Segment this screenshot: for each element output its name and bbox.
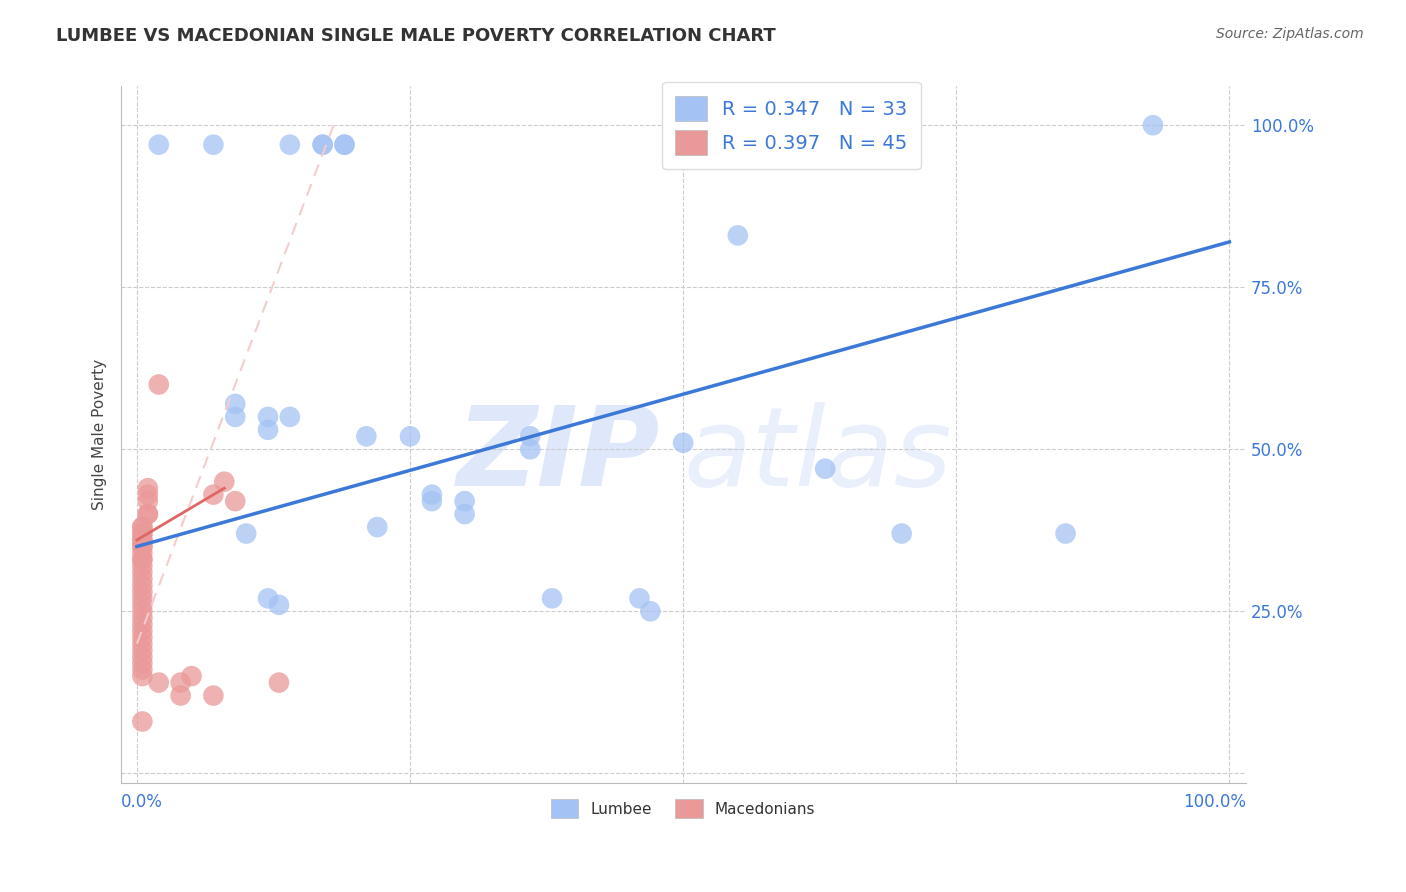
Point: [420, 494, 443, 508]
Point: [169, 689, 191, 703]
Point: [628, 591, 651, 606]
Point: [131, 552, 153, 566]
Y-axis label: Single Male Poverty: Single Male Poverty: [93, 359, 107, 510]
Point: [131, 526, 153, 541]
Point: [267, 675, 290, 690]
Point: [399, 429, 422, 443]
Point: [131, 572, 153, 586]
Point: [148, 137, 170, 152]
Point: [131, 533, 153, 547]
Point: [131, 714, 153, 729]
Point: [727, 228, 749, 243]
Point: [136, 488, 159, 502]
Point: [131, 624, 153, 638]
Legend: Lumbee, Macedonians: Lumbee, Macedonians: [546, 793, 821, 824]
Point: [333, 137, 356, 152]
Point: [333, 137, 356, 152]
Point: [131, 520, 153, 534]
Point: [224, 494, 246, 508]
Point: [131, 637, 153, 651]
Point: [131, 546, 153, 560]
Point: [224, 397, 246, 411]
Point: [311, 137, 333, 152]
Point: [420, 488, 443, 502]
Point: [235, 526, 257, 541]
Point: [366, 520, 388, 534]
Point: [814, 461, 837, 475]
Text: Source: ZipAtlas.com: Source: ZipAtlas.com: [1216, 27, 1364, 41]
Point: [453, 507, 475, 521]
Point: [131, 558, 153, 573]
Point: [131, 598, 153, 612]
Point: [136, 507, 159, 521]
Point: [136, 494, 159, 508]
Point: [136, 481, 159, 495]
Point: [131, 533, 153, 547]
Point: [131, 540, 153, 554]
Point: [131, 566, 153, 580]
Point: [131, 578, 153, 592]
Point: [131, 669, 153, 683]
Point: [180, 669, 202, 683]
Point: [519, 442, 541, 457]
Point: [267, 598, 290, 612]
Point: [202, 137, 225, 152]
Point: [202, 488, 225, 502]
Point: [257, 409, 280, 424]
Point: [1054, 526, 1077, 541]
Point: [311, 137, 333, 152]
Text: 100.0%: 100.0%: [1182, 794, 1246, 812]
Point: [131, 585, 153, 599]
Point: [131, 611, 153, 625]
Point: [278, 409, 301, 424]
Point: [131, 520, 153, 534]
Point: [131, 656, 153, 670]
Point: [131, 630, 153, 644]
Point: [131, 663, 153, 677]
Point: [131, 604, 153, 618]
Point: [672, 435, 695, 450]
Point: [890, 526, 912, 541]
Point: [640, 604, 662, 618]
Point: [519, 429, 541, 443]
Point: [136, 507, 159, 521]
Point: [131, 540, 153, 554]
Text: ZIP: ZIP: [457, 402, 661, 509]
Point: [131, 591, 153, 606]
Point: [356, 429, 378, 443]
Point: [169, 675, 191, 690]
Point: [224, 409, 246, 424]
Point: [131, 552, 153, 566]
Point: [131, 617, 153, 632]
Point: [453, 494, 475, 508]
Point: [131, 526, 153, 541]
Point: [214, 475, 236, 489]
Point: [131, 643, 153, 657]
Point: [1142, 118, 1164, 132]
Point: [131, 649, 153, 664]
Point: [257, 423, 280, 437]
Text: atlas: atlas: [683, 402, 952, 509]
Point: [257, 591, 280, 606]
Point: [148, 377, 170, 392]
Point: [541, 591, 564, 606]
Text: 0.0%: 0.0%: [121, 794, 163, 812]
Text: LUMBEE VS MACEDONIAN SINGLE MALE POVERTY CORRELATION CHART: LUMBEE VS MACEDONIAN SINGLE MALE POVERTY…: [56, 27, 776, 45]
Point: [202, 689, 225, 703]
Point: [148, 675, 170, 690]
Point: [278, 137, 301, 152]
